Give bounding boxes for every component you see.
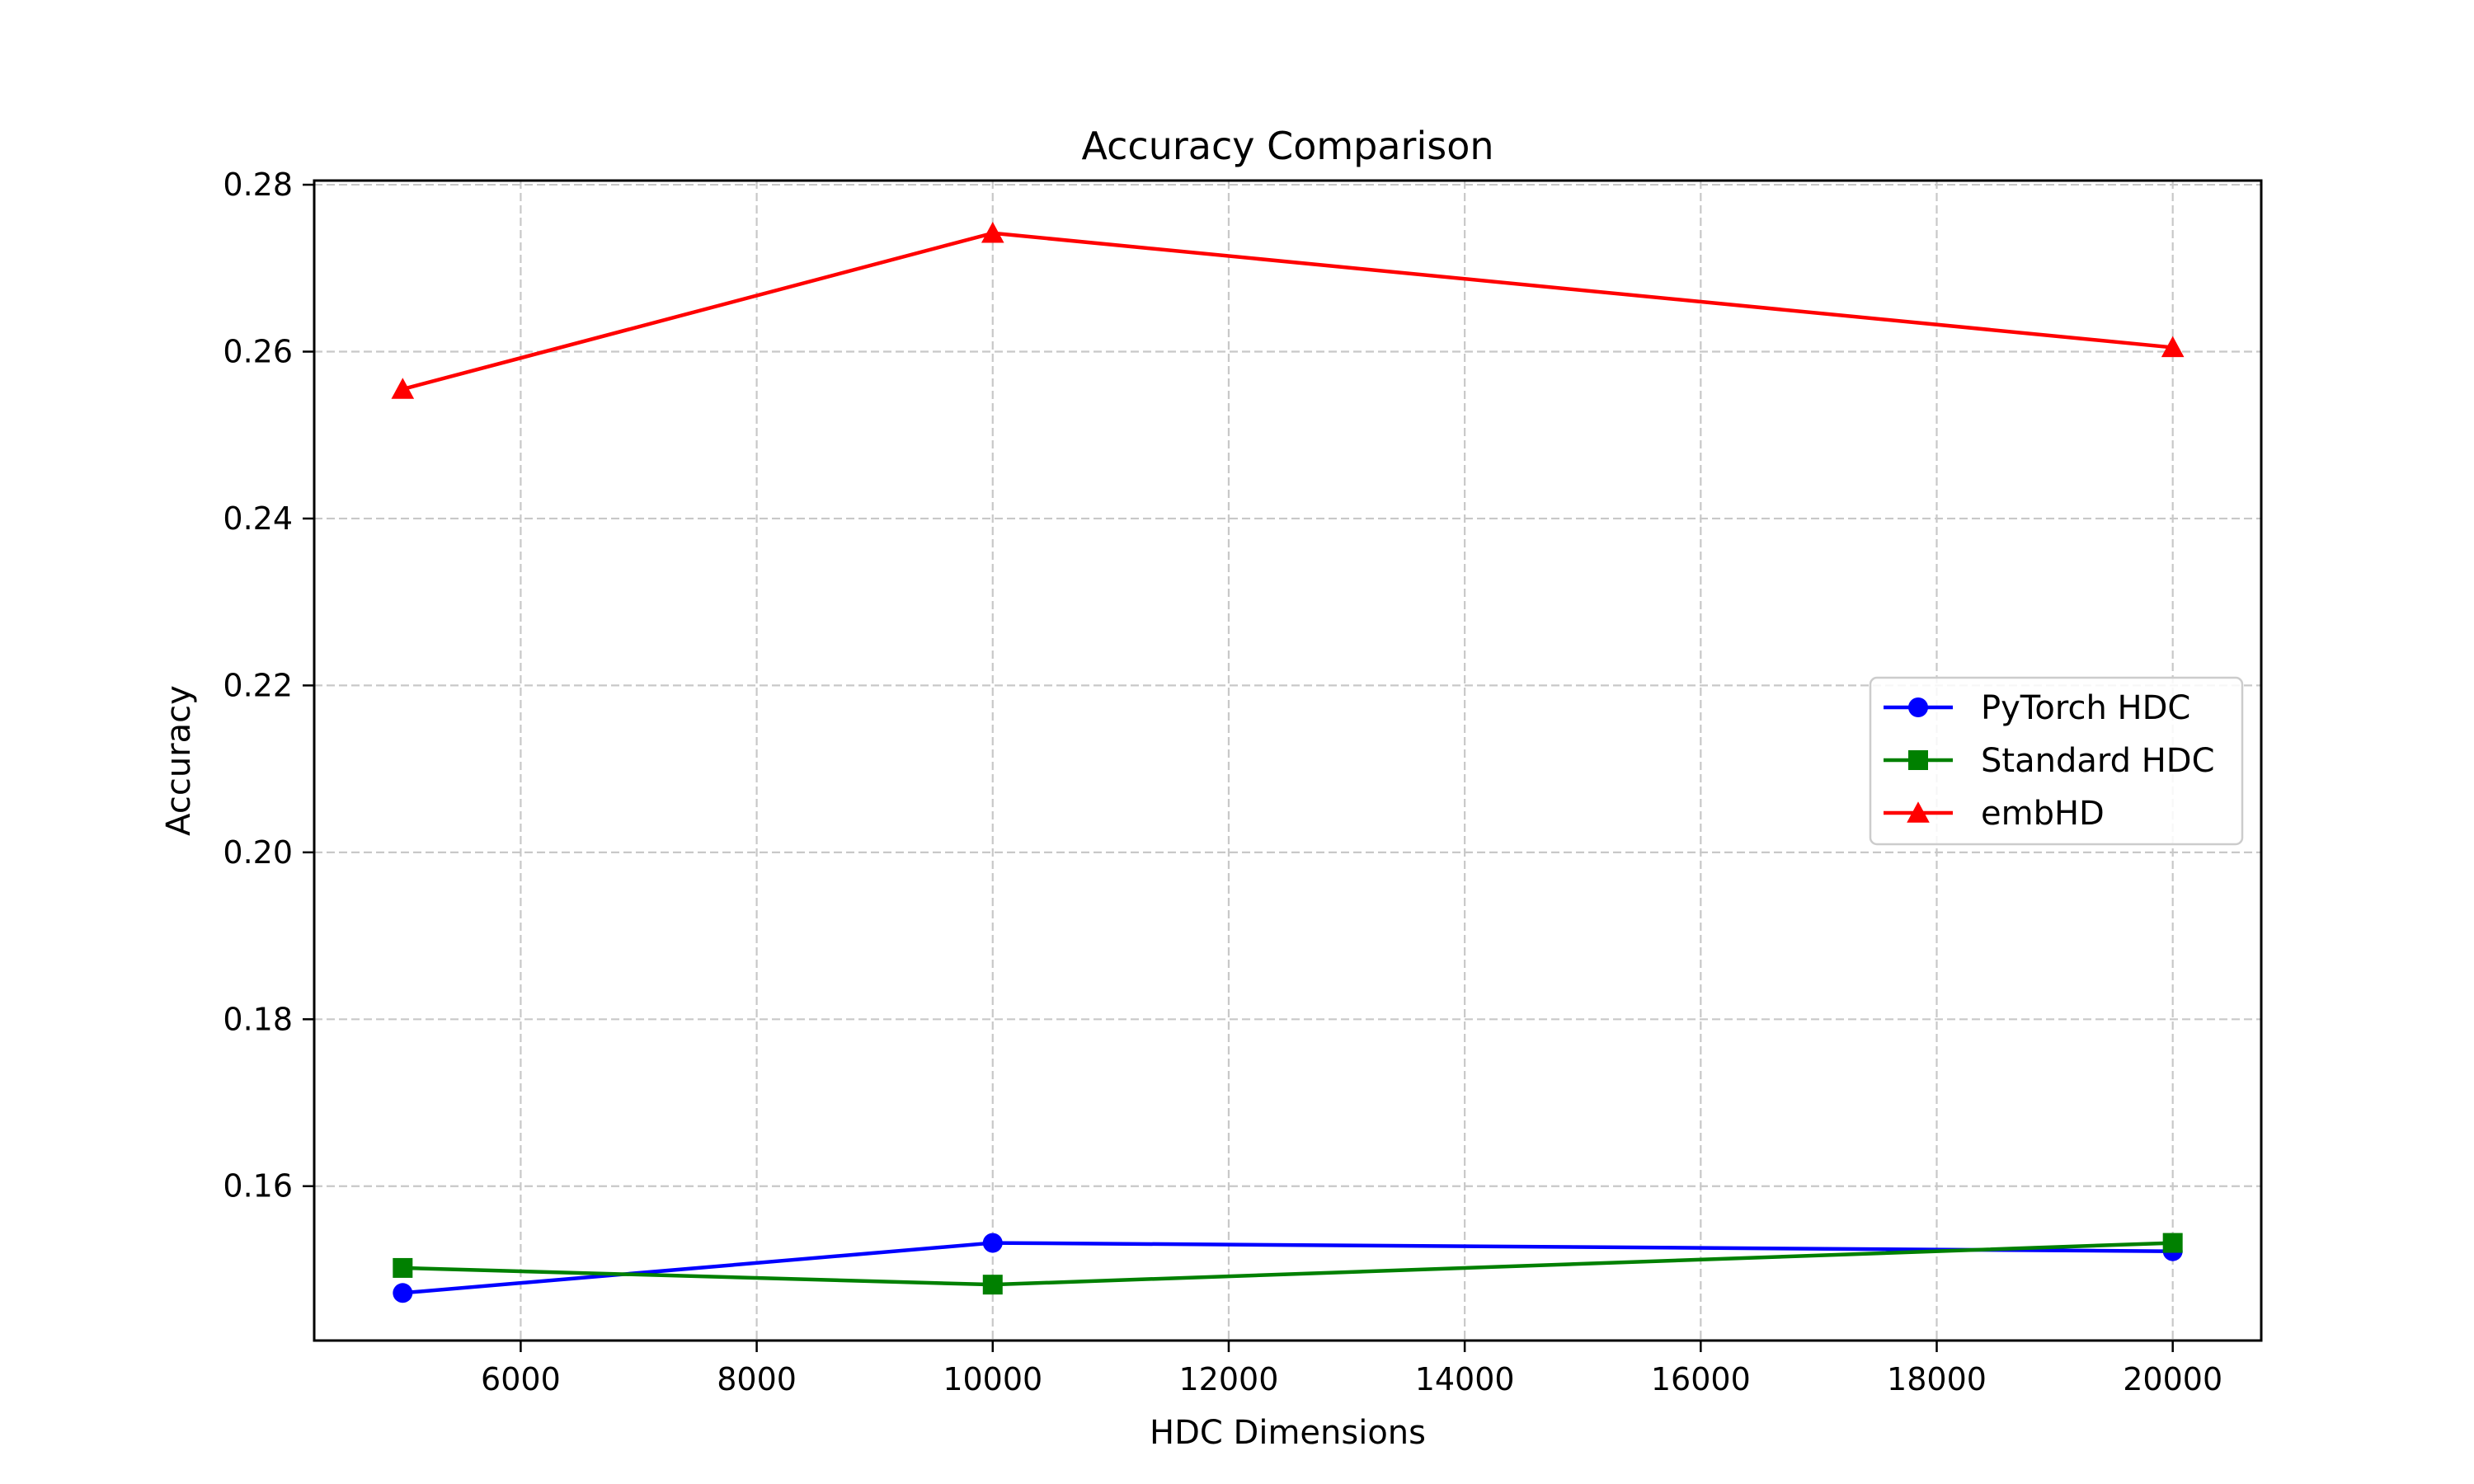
series-embhd (391, 221, 2185, 399)
x-tick-label: 16000 (1651, 1361, 1751, 1397)
data-point (391, 378, 415, 399)
x-tick-label: 14000 (1415, 1361, 1515, 1397)
data-point (393, 1257, 413, 1278)
chart-title: Accuracy Comparison (1081, 124, 1493, 168)
legend-label: Standard HDC (1981, 742, 2215, 780)
legend-label: PyTorch HDC (1981, 689, 2190, 727)
legend-item: Standard HDC (1884, 742, 2215, 780)
data-point (393, 1283, 413, 1303)
data-point (2161, 336, 2185, 358)
series-standard-hdc (393, 1233, 2183, 1295)
data-point (981, 221, 1004, 243)
plot-frame (313, 179, 2263, 1342)
y-axis-label: Accuracy (160, 685, 198, 836)
y-tick-label: 0.20 (223, 834, 293, 871)
x-tick-label: 18000 (1887, 1361, 1987, 1397)
legend-box (1869, 676, 2244, 846)
data-point (982, 1275, 1003, 1295)
y-tick-label: 0.18 (223, 1001, 293, 1037)
data-point (982, 1233, 1003, 1253)
y-tick-label: 0.26 (223, 334, 293, 370)
legend-label: embHD (1981, 795, 2105, 833)
x-tick-label: 12000 (1179, 1361, 1279, 1397)
y-tick-label: 0.16 (223, 1168, 293, 1205)
legend-marker (1907, 801, 1930, 823)
x-axis-label: HDC Dimensions (1150, 1414, 1426, 1452)
y-tick-label: 0.22 (223, 667, 293, 703)
y-tick-label: 0.28 (223, 167, 293, 203)
legend-item: PyTorch HDC (1884, 689, 2190, 727)
legend: PyTorch HDC Standard HDC embHD (1869, 676, 2244, 846)
y-axis-ticks: 0.16 0.18 0.20 0.22 0.24 0.26 0.28 (223, 167, 314, 1205)
legend-marker (1908, 750, 1928, 770)
grid-lines (314, 181, 2261, 1341)
legend-item: embHD (1884, 795, 2105, 833)
x-tick-label: 6000 (481, 1361, 561, 1397)
x-axis-ticks: 6000 8000 10000 12000 14000 16000 18000 20000 (481, 1341, 2222, 1397)
y-tick-label: 0.24 (223, 500, 293, 537)
data-point (2162, 1233, 2183, 1253)
x-tick-label: 20000 (2123, 1361, 2222, 1397)
x-tick-label: 10000 (943, 1361, 1042, 1397)
legend-marker (1908, 697, 1928, 717)
series-lines (391, 221, 2185, 1303)
x-tick-label: 8000 (717, 1361, 797, 1397)
